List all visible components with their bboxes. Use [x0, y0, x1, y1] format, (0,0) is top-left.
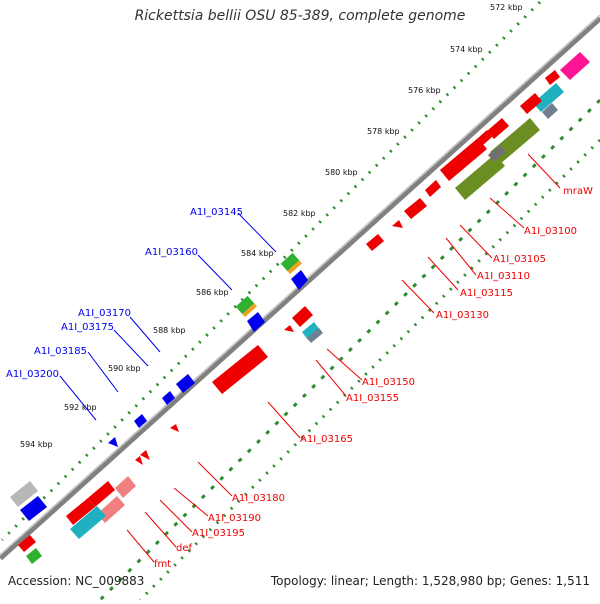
- gene-A1I_03185[interactable]: [134, 414, 147, 428]
- forward-tick-track: [0, 0, 542, 542]
- reverse-tick-track: [98, 98, 600, 602]
- gene-A1I_03180[interactable]: [140, 450, 150, 460]
- gene-fmt[interactable]: [70, 506, 106, 539]
- gene-label[interactable]: A1I_03105: [493, 254, 546, 265]
- tick-label: 586 kbp: [196, 288, 229, 297]
- tick-label: 584 kbp: [241, 249, 274, 258]
- tick-label: 574 kbp: [450, 45, 483, 54]
- tick-label: 592 kbp: [64, 403, 97, 412]
- gene-block[interactable]: [487, 118, 509, 139]
- gene-label[interactable]: A1I_03115: [460, 288, 513, 299]
- reverse-genes: [66, 52, 590, 539]
- gene-mraW[interactable]: [455, 154, 505, 200]
- gene-A1I_03105[interactable]: [425, 180, 441, 197]
- tick-label: 588 kbp: [153, 326, 186, 335]
- gene-block[interactable]: [88, 481, 115, 507]
- gene-block[interactable]: [284, 325, 294, 332]
- gene-block[interactable]: [20, 496, 47, 521]
- gene-label[interactable]: A1I_03190: [208, 513, 261, 524]
- tick-label: 578 kbp: [367, 127, 400, 136]
- gene-A1I_03195[interactable]: [115, 476, 136, 498]
- gene-block[interactable]: [520, 93, 542, 114]
- gene-block[interactable]: [26, 548, 42, 564]
- tick-label: 590 kbp: [108, 364, 141, 373]
- gene-label[interactable]: A1I_03130: [436, 310, 489, 321]
- gene-label[interactable]: A1I_03165: [300, 434, 353, 445]
- gene-A1I_03110[interactable]: [404, 198, 427, 219]
- gene-A1I_03165[interactable]: [212, 345, 268, 394]
- tick-label: 594 kbp: [20, 440, 53, 449]
- tick-label: 576 kbp: [408, 86, 441, 95]
- reverse-labels: mraW A1I_03100 A1I_03105 A1I_03110 A1I_0…: [154, 186, 593, 570]
- gene-label[interactable]: A1I_03160: [145, 247, 198, 258]
- gene-block-gray[interactable]: [10, 481, 38, 507]
- gene-label[interactable]: mraW: [563, 186, 593, 197]
- gene-label[interactable]: A1I_03145: [190, 207, 243, 218]
- gene-A1I_03150[interactable]: [302, 322, 320, 340]
- reverse-leaders: [126, 153, 561, 563]
- gene-A1I_03170[interactable]: [176, 374, 195, 393]
- gene-block[interactable]: [170, 424, 179, 432]
- gene-block[interactable]: [66, 498, 95, 525]
- gene-label[interactable]: def: [176, 543, 193, 554]
- gene-A1I_03160[interactable]: [235, 295, 257, 318]
- forward-labels: A1I_03145 A1I_03160 A1I_03170 A1I_03175 …: [6, 207, 243, 380]
- gene-label[interactable]: A1I_03100: [524, 226, 577, 237]
- gene-label[interactable]: A1I_03155: [346, 393, 399, 404]
- gene-label[interactable]: A1I_03185: [34, 346, 87, 357]
- gene-A1I_03100[interactable]: [440, 138, 487, 181]
- scale-labels: 572 kbp 574 kbp 576 kbp 578 kbp 580 kbp …: [20, 3, 523, 449]
- gene-label[interactable]: A1I_03175: [61, 322, 114, 333]
- gene-A1I_03115[interactable]: [392, 220, 403, 228]
- forward-genes: [10, 252, 308, 564]
- gene-label[interactable]: A1I_03110: [477, 271, 530, 282]
- gene-block-pink[interactable]: [560, 52, 590, 80]
- gene-block[interactable]: [478, 130, 492, 145]
- gene-A1I_03155[interactable]: [307, 328, 323, 343]
- genome-summary: Topology: linear; Length: 1,528,980 bp; …: [270, 574, 590, 588]
- gene-label[interactable]: A1I_03180: [232, 493, 285, 504]
- gene-block[interactable]: [542, 103, 558, 119]
- gene-label[interactable]: A1I_03195: [192, 528, 245, 539]
- gene-block[interactable]: [292, 306, 313, 327]
- forward-leaders: [59, 212, 277, 421]
- gene-A1I_03200[interactable]: [108, 437, 118, 447]
- gene-A1I_03130[interactable]: [366, 234, 384, 251]
- gene-label[interactable]: A1I_03150: [362, 377, 415, 388]
- accession-text: Accession: NC_009883: [8, 574, 145, 588]
- gene-block[interactable]: [488, 145, 506, 162]
- gene-block[interactable]: [545, 70, 560, 85]
- gene-block[interactable]: [291, 270, 308, 290]
- gene-block-cyan[interactable]: [533, 83, 564, 112]
- gene-label[interactable]: A1I_03170: [78, 308, 131, 319]
- gene-label[interactable]: fmt: [154, 559, 171, 570]
- gene-A1I_03190[interactable]: [135, 456, 143, 465]
- tick-label: 572 kbp: [490, 3, 523, 12]
- gene-A1I_03175[interactable]: [162, 391, 175, 405]
- gene-block[interactable]: [18, 535, 36, 552]
- gene-label[interactable]: A1I_03200: [6, 369, 59, 380]
- tick-label: 582 kbp: [283, 209, 316, 218]
- map-title: Rickettsia bellii OSU 85-389, complete g…: [134, 8, 466, 24]
- gene-block[interactable]: [247, 312, 265, 332]
- gene-A1I_03145[interactable]: [280, 252, 302, 275]
- tick-label: 580 kbp: [325, 168, 358, 177]
